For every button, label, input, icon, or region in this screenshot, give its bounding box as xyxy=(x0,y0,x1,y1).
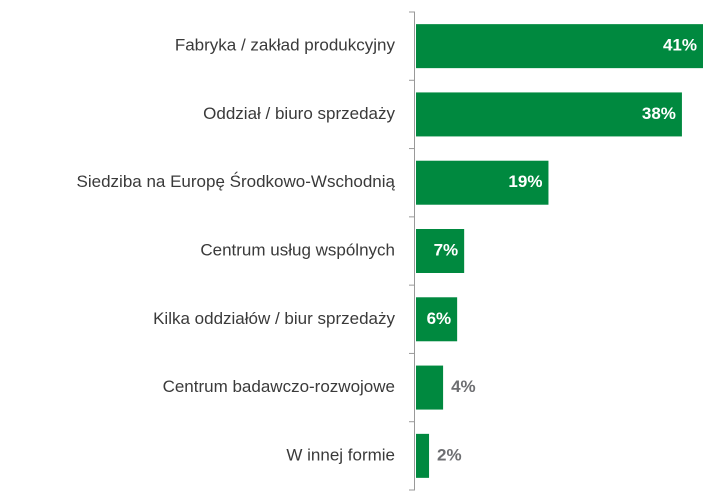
value-label: 19% xyxy=(508,172,542,191)
bar xyxy=(416,24,703,69)
bar xyxy=(416,433,430,478)
bar xyxy=(416,229,465,273)
category-label: Kilka oddziałów / biur sprzedaży xyxy=(153,309,395,328)
value-label: 38% xyxy=(642,104,676,123)
category-label: Fabryka / zakład produkcyjny xyxy=(175,36,396,55)
bar xyxy=(416,92,682,137)
category-label: W innej formie xyxy=(286,445,395,464)
value-label: 41% xyxy=(663,36,697,55)
bar xyxy=(416,160,549,205)
value-label: 6% xyxy=(427,309,452,328)
value-label: 7% xyxy=(434,240,459,259)
category-label: Centrum usług wspólnych xyxy=(200,240,395,259)
value-label: 4% xyxy=(451,377,476,396)
bar xyxy=(416,365,444,410)
category-label: Siedziba na Europę Środkowo-Wschodnią xyxy=(77,172,396,191)
category-label: Oddział / biuro sprzedaży xyxy=(203,104,395,123)
category-label: Centrum badawczo-rozwojowe xyxy=(163,377,395,396)
bar xyxy=(416,297,458,342)
value-label: 2% xyxy=(437,445,462,464)
